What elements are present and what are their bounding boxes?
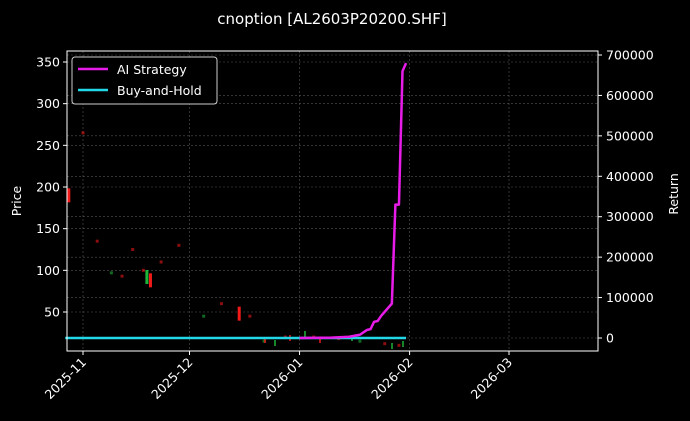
left-tick-label: 100 <box>36 263 60 278</box>
legend-box <box>71 56 218 105</box>
price-candle <box>248 314 252 318</box>
right-tick-label: 0 <box>606 331 614 346</box>
return-lines <box>65 62 408 340</box>
price-candle <box>402 341 404 347</box>
left-tick-label: 150 <box>36 221 60 236</box>
price-candle <box>264 337 266 343</box>
price-candle <box>67 188 71 203</box>
price-candle <box>145 270 149 284</box>
left-tick-label: 200 <box>36 180 60 195</box>
left-axis-label: Price <box>9 185 24 216</box>
price-candle <box>274 340 276 346</box>
right-tick-label: 700000 <box>606 48 654 63</box>
legend-label-buy-and-hold: Buy-and-Hold <box>117 83 202 98</box>
ai-strategy-line <box>299 62 408 340</box>
right-tick-label: 200000 <box>606 250 654 265</box>
right-tick-label: 400000 <box>606 169 654 184</box>
price-candle <box>304 331 306 337</box>
price-candle <box>95 239 99 243</box>
price-candle <box>202 314 206 318</box>
price-candle <box>109 271 113 275</box>
legend: AI Strategy Buy-and-Hold <box>71 56 218 105</box>
price-candle <box>131 248 135 251</box>
price-candle <box>319 337 321 343</box>
price-candle <box>159 260 163 264</box>
left-y-axis: 50 100 150 200 250 300 350 <box>36 55 67 320</box>
right-tick-label: 500000 <box>606 128 654 143</box>
right-tick-label: 600000 <box>606 88 654 103</box>
price-candle <box>397 343 401 347</box>
right-tick-label: 300000 <box>606 209 654 224</box>
x-tick-label: 2026-01 <box>258 355 306 403</box>
price-candlesticks <box>67 131 404 349</box>
x-tick-label: 2025-11 <box>42 355 90 403</box>
left-tick-label: 250 <box>36 138 60 153</box>
price-candle <box>219 302 223 306</box>
price-candle <box>148 273 152 288</box>
left-tick-label: 50 <box>44 305 60 320</box>
price-candle <box>383 342 387 346</box>
chart-title: cnoption [AL2603P20200.SHF] <box>217 10 446 28</box>
plot-frame <box>66 50 599 352</box>
price-candle <box>391 343 393 349</box>
right-y-axis: 0 100000 200000 300000 400000 500000 600000 700… <box>598 48 654 346</box>
price-candle <box>120 274 124 278</box>
x-axis: 2025-11 2025-12 2026-01 2026-02 2026-03 <box>42 351 516 403</box>
right-axis-label: Return <box>666 173 681 214</box>
price-candle <box>141 268 145 272</box>
price-candle <box>237 306 241 321</box>
left-tick-label: 350 <box>36 55 60 70</box>
price-candle <box>177 243 181 247</box>
x-tick-label: 2026-03 <box>468 355 516 403</box>
price-candle <box>81 131 85 135</box>
x-tick-label: 2026-02 <box>368 355 416 403</box>
right-tick-label: 100000 <box>606 290 654 305</box>
x-tick-label: 2025-12 <box>148 355 196 403</box>
price-candle <box>358 339 362 343</box>
legend-label-ai-strategy: AI Strategy <box>117 62 187 77</box>
left-tick-label: 300 <box>36 96 60 111</box>
